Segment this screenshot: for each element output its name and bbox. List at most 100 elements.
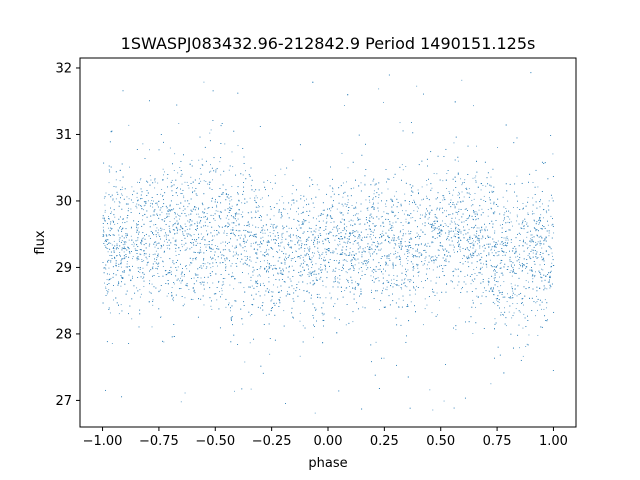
data-point — [357, 248, 359, 250]
data-point — [272, 226, 274, 228]
data-point — [146, 180, 148, 182]
data-point — [432, 269, 434, 271]
data-point — [244, 202, 246, 204]
data-point — [416, 232, 418, 234]
data-point — [377, 210, 379, 212]
data-point — [103, 267, 105, 269]
data-point — [531, 234, 533, 236]
data-point — [528, 334, 530, 336]
data-point — [385, 261, 387, 263]
data-point — [199, 266, 201, 268]
data-point — [128, 198, 130, 200]
data-point — [189, 219, 191, 221]
data-point — [134, 248, 136, 250]
data-point — [405, 210, 407, 212]
data-point — [285, 253, 287, 255]
data-point — [295, 251, 297, 253]
data-point — [349, 247, 351, 249]
data-point — [447, 226, 449, 228]
data-point — [138, 231, 140, 233]
data-point — [528, 287, 530, 289]
data-point — [332, 270, 334, 272]
data-point — [507, 293, 508, 295]
data-point — [445, 232, 447, 234]
data-point — [343, 219, 345, 221]
data-point — [232, 166, 234, 168]
data-point — [324, 269, 326, 271]
data-point — [372, 204, 374, 205]
data-point — [298, 244, 300, 246]
data-point — [108, 259, 110, 261]
data-point — [275, 226, 277, 228]
data-point — [451, 230, 452, 232]
data-point — [479, 229, 481, 231]
data-point — [510, 242, 512, 243]
data-point — [416, 85, 418, 87]
data-point — [247, 231, 249, 233]
data-point — [531, 275, 533, 277]
data-point — [157, 255, 159, 256]
data-point — [243, 242, 245, 244]
data-point — [304, 200, 305, 202]
data-point — [336, 253, 338, 255]
data-point — [485, 226, 487, 228]
data-point — [113, 221, 114, 223]
data-point — [542, 259, 544, 261]
data-point — [503, 251, 505, 253]
data-point — [231, 205, 233, 207]
data-point — [526, 222, 528, 224]
data-point — [479, 205, 481, 207]
data-point — [178, 123, 180, 124]
data-point — [306, 283, 308, 285]
data-point — [241, 258, 243, 260]
data-point — [370, 238, 372, 240]
data-point — [204, 263, 206, 265]
data-point — [478, 253, 480, 255]
data-point — [370, 248, 372, 250]
data-point — [518, 324, 520, 326]
data-point — [547, 254, 549, 256]
data-point — [310, 228, 312, 230]
data-point — [535, 201, 537, 203]
data-point — [201, 239, 203, 240]
data-point — [451, 221, 453, 223]
data-point — [181, 273, 183, 274]
data-point — [450, 244, 452, 246]
data-point — [195, 207, 197, 209]
data-point — [143, 260, 145, 262]
data-point — [251, 314, 253, 315]
data-point — [479, 247, 481, 249]
data-point — [186, 247, 188, 249]
data-point — [136, 207, 138, 209]
data-point — [165, 232, 167, 234]
data-point — [241, 202, 243, 204]
data-point — [431, 224, 433, 226]
data-point — [508, 216, 509, 218]
data-point — [418, 236, 420, 238]
data-point — [218, 232, 220, 234]
data-point — [166, 177, 168, 179]
data-point — [276, 225, 278, 227]
data-point — [316, 184, 318, 186]
data-point — [395, 284, 397, 285]
data-point — [505, 208, 507, 209]
data-point — [270, 182, 272, 183]
data-point — [206, 230, 208, 232]
data-point — [255, 252, 257, 254]
data-point — [404, 278, 406, 280]
data-point — [154, 181, 156, 183]
data-point — [475, 306, 476, 308]
data-point — [408, 233, 410, 235]
data-point — [490, 176, 492, 178]
data-point — [543, 308, 545, 310]
data-point — [361, 237, 363, 239]
data-point — [288, 266, 290, 268]
data-point — [183, 205, 185, 207]
data-point — [515, 252, 517, 254]
data-point — [300, 195, 302, 196]
data-point — [368, 251, 370, 253]
data-point — [399, 231, 401, 233]
data-point — [253, 242, 255, 244]
data-point — [524, 221, 526, 222]
data-point — [160, 257, 162, 259]
